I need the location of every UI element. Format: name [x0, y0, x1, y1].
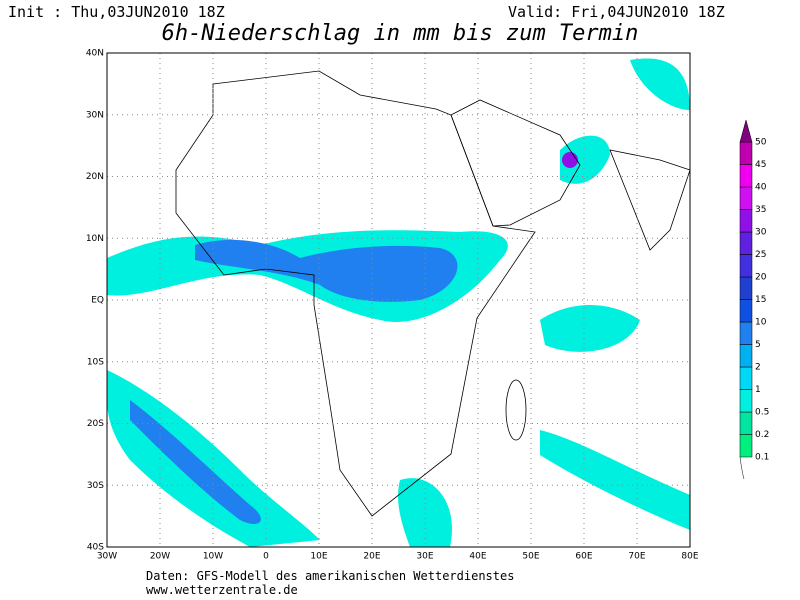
lat-label: 30N [86, 110, 104, 120]
colorbar-box [739, 411, 753, 435]
india-outline [609, 149, 691, 251]
coastlines [175, 70, 691, 517]
colorbar-tail [739, 456, 745, 480]
lat-label: 10S [87, 357, 104, 367]
grid: 30W 20W 10W 0 10E 20E 30E 40E 50E 60E 70E 80E 40N 30N… [86, 49, 699, 562]
colorbar-box [739, 321, 753, 345]
lon-label: 60E [575, 552, 592, 562]
lon-label: 20E [363, 552, 380, 562]
precipitation [107, 58, 690, 547]
lon-label: 0 [263, 552, 269, 562]
colorbar-label: 50 [755, 138, 767, 148]
colorbar-label: 1 [755, 385, 761, 395]
precip-area [562, 152, 578, 168]
lat-label: 30S [87, 481, 104, 491]
init-time: Init : Thu,03JUN2010 18Z [8, 3, 225, 21]
colorbar-label: 10 [755, 318, 767, 328]
africa-outline [175, 70, 536, 517]
lon-label: 10W [203, 552, 223, 562]
valid-time: Valid: Fri,04JUN2010 18Z [508, 3, 725, 21]
lat-label: 40N [86, 49, 104, 59]
colorbar-box [739, 209, 753, 233]
lat-label: 10N [86, 234, 104, 244]
lon-label: 20W [150, 552, 170, 562]
lon-label: 50E [522, 552, 539, 562]
precip-area [130, 400, 261, 525]
footer-url: www.wetterzentrale.de [146, 583, 298, 597]
precip-area [560, 135, 610, 184]
lon-label: 30E [416, 552, 433, 562]
footer-source: Daten: GFS-Modell des amerikanischen Wet… [146, 569, 514, 583]
colorbar-cap [739, 119, 753, 143]
colorbar-label: 25 [755, 250, 766, 260]
lon-label: 80E [681, 552, 698, 562]
colorbar-label: 0.2 [755, 430, 769, 440]
precip-area [398, 478, 452, 547]
colorbar-label: 45 [755, 160, 766, 170]
precip-area [630, 58, 690, 110]
colorbar-box [739, 344, 753, 368]
colorbar-label: 20 [755, 273, 767, 283]
lat-label: 20S [87, 419, 104, 429]
colorbar-label: 5 [755, 340, 761, 350]
colorbar-box [739, 276, 753, 300]
colorbar-box [739, 366, 753, 390]
colorbar-box [739, 299, 753, 323]
precip-area [540, 305, 640, 352]
colorbar-label: 0.5 [755, 408, 769, 418]
colorbar-box [739, 434, 753, 458]
colorbar-label: 2 [755, 363, 761, 373]
precip-area [540, 430, 690, 530]
colorbar-label: 30 [755, 228, 767, 238]
colorbar-label: 15 [755, 295, 766, 305]
precip-area [195, 239, 458, 302]
colorbar-box [739, 164, 753, 188]
colorbar-box [739, 141, 753, 165]
colorbar-box [739, 254, 753, 278]
colorbar-label: 0.1 [755, 453, 769, 463]
colorbar-box [739, 389, 753, 413]
lon-label: 70E [628, 552, 645, 562]
arabia-outline [450, 99, 581, 227]
colorbar-box [739, 231, 753, 255]
lon-label: 10E [310, 552, 327, 562]
colorbar-box [739, 186, 753, 210]
lon-label: 30W [97, 552, 117, 562]
colorbar-label: 35 [755, 205, 766, 215]
map-frame [106, 52, 691, 548]
colorbar-label: 40 [755, 183, 767, 193]
lat-label: 20N [86, 172, 104, 182]
lat-label: 40S [87, 543, 104, 553]
madagascar-outline [505, 379, 527, 441]
lon-label: 40E [469, 552, 486, 562]
lat-label: EQ [91, 296, 104, 306]
map-title: 6h-Niederschlag in mm bis zum Termin [162, 21, 639, 46]
